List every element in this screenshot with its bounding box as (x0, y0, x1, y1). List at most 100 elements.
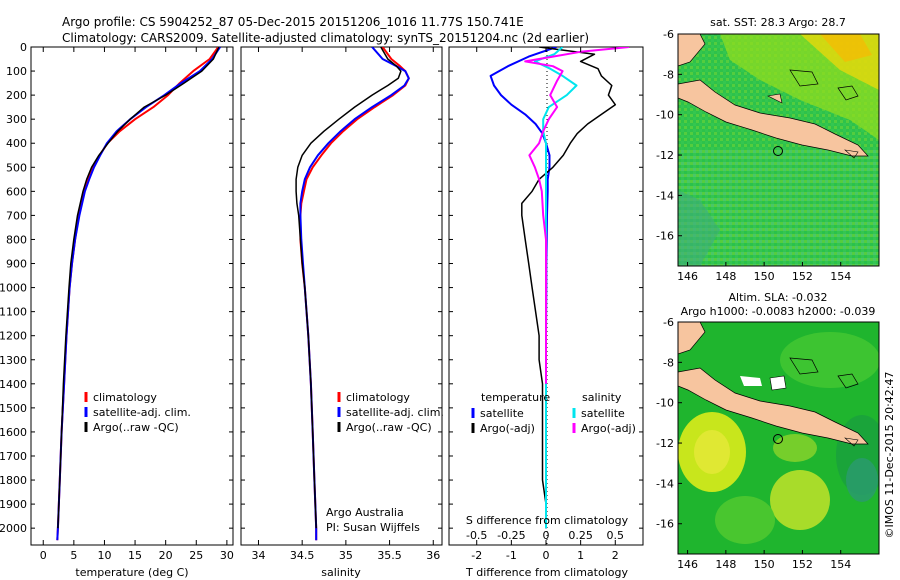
sst-map-lat-tick-label: -10 (656, 109, 674, 122)
salt-argo-diff-line (524, 47, 630, 384)
island-outline (789, 69, 819, 87)
temperature-x-tick-label: 10 (97, 549, 111, 562)
salinity-x-tick-label: 35.5 (377, 549, 402, 562)
sla-map-lon-tick-label: 150 (754, 558, 775, 571)
t-difference-xlabel: T difference from climatology (465, 566, 628, 579)
depth-tick-label: 200 (6, 89, 27, 102)
depth-tick-label: 1300 (0, 354, 27, 367)
s-difference-label: S difference from climatology (466, 514, 629, 527)
sst-map-lat-tick-label: -14 (656, 189, 674, 202)
legend-label: satellite-adj. clim. (346, 406, 444, 419)
depth-tick-label: 1600 (0, 426, 27, 439)
island-outline (837, 85, 859, 101)
sdiff-tick-label: -0.25 (497, 529, 525, 542)
sst-map-lon-tick-label: 148 (715, 270, 736, 283)
depth-tick-label: 2000 (0, 522, 27, 535)
tdiff-x-tick-label: 0 (543, 549, 550, 562)
sla-map-lat-tick-label: -14 (656, 477, 674, 490)
temperature-x-tick-label: 0 (40, 549, 47, 562)
depth-tick-label: 900 (6, 258, 27, 271)
island-outline (789, 357, 819, 375)
island (769, 375, 787, 391)
salinity-panel: 34 34.5 35 35.5 36 salinity climatology satel… (240, 46, 444, 579)
annotation-argo-australia: Argo Australia (326, 506, 404, 519)
sdiff-tick-label: 0.25 (568, 529, 593, 542)
annotation-pi-name: PI: Susan Wijffels (326, 521, 420, 534)
sst-map-lat-tick-label: -16 (656, 230, 674, 243)
depth-tick-label: 400 (6, 137, 27, 150)
sla-map-lat-tick-label: -10 (656, 397, 674, 410)
temperature-x-tick-label: 25 (189, 549, 203, 562)
tdiff-x-tick-label: -1 (506, 549, 517, 562)
sla-map-lat-tick-label: -8 (663, 356, 674, 369)
depth-tick-label: 300 (6, 113, 27, 126)
sst-map-lat-tick-label: -6 (663, 28, 674, 41)
salinity-x-tick-label: 36 (426, 549, 440, 562)
legend-label: climatology (346, 391, 410, 404)
sst-map-title: sat. SST: 28.3 Argo: 28.7 (710, 16, 846, 29)
sla-high-core (694, 430, 730, 474)
header-subtitle: Climatology: CARS2009. Satellite-adjuste… (62, 31, 589, 45)
depth-tick-label: 1000 (0, 282, 27, 295)
sla-map-lat-tick-label: -6 (663, 316, 674, 329)
sst-map-lon-tick-label: 154 (830, 270, 851, 283)
salinity-xlabel: salinity (321, 566, 361, 579)
depth-tick-label: 1200 (0, 330, 27, 343)
island (767, 93, 783, 104)
sla-map-lat-tick-label: -16 (656, 518, 674, 531)
temperature-panel: 0 5 10 15 20 25 300100200300400500600700800900… (0, 41, 234, 579)
depth-tick-label: 1500 (0, 402, 27, 415)
sst-map-lat-tick-label: -8 (663, 68, 674, 81)
sst-cool-texture (678, 150, 879, 266)
legend-label: Argo(..raw -QC) (93, 421, 179, 434)
legend-label: Argo(-adj) (480, 422, 535, 435)
sla-map-lat-tick-label: -12 (656, 437, 674, 450)
depth-tick-label: 100 (6, 65, 27, 78)
depth-tick-label: 1400 (0, 378, 27, 391)
sst-map-lon-tick-label: 146 (677, 270, 698, 283)
depth-tick-label: 800 (6, 233, 27, 246)
temp-argo-diff-line (521, 47, 617, 529)
land-northwest (678, 34, 706, 67)
island-outline (844, 149, 859, 159)
no-data-patch (740, 376, 762, 386)
sdiff-tick-label: 0.5 (607, 529, 625, 542)
tdiff-x-tick-label: 2 (612, 549, 619, 562)
legend-label: satellite-adj. clim. (93, 406, 191, 419)
sla-map-subtitle: Argo h1000: -0.0083 h2000: -0.039 (681, 305, 876, 318)
temperature-xlabel: temperature (deg C) (75, 566, 188, 579)
tdiff-x-tick-label: 1 (577, 549, 584, 562)
legend-header-temperature: temperature (481, 391, 550, 404)
sla-map-lon-tick-label: 146 (677, 558, 698, 571)
temperature-x-tick-label: 20 (159, 549, 173, 562)
legend-label: satellite (581, 407, 625, 420)
depth-tick-label: 1100 (0, 306, 27, 319)
sla-map-lon-tick-label: 154 (830, 558, 851, 571)
legend-label: Argo(..raw -QC) (346, 421, 432, 434)
sst-map-frame (677, 33, 880, 267)
tdiff-x-tick-label: -2 (471, 549, 482, 562)
new-guinea-land (678, 79, 869, 157)
salinity-x-tick-label: 34 (251, 549, 265, 562)
depth-tick-label: 1700 (0, 450, 27, 463)
sla-blob (715, 496, 775, 544)
legend-header-salinity: salinity (582, 391, 622, 404)
sla-blob (773, 434, 817, 462)
sla-low-core (846, 458, 878, 502)
depth-tick-label: 500 (6, 161, 27, 174)
argo-profile-line (295, 47, 402, 529)
sst-map: sat. SST: 28.3 Argo: 28.7 146 148 150 152 15… (656, 16, 880, 283)
temperature-x-tick-label: 5 (70, 549, 77, 562)
sst-hottest-region (820, 34, 872, 62)
argo-profile-line (57, 47, 220, 529)
sla-map: Altim. SLA: -0.032 Argo h1000: -0.0083 h… (656, 291, 880, 571)
sla-high-blob (770, 470, 830, 530)
argo-float-marker (773, 146, 783, 156)
sst-map-lon-tick-label: 150 (754, 270, 775, 283)
depth-tick-label: 600 (6, 185, 27, 198)
sla-blob (780, 332, 879, 388)
depth-tick-label: 1800 (0, 474, 27, 487)
sla-map-lon-tick-label: 148 (715, 558, 736, 571)
island-outline (844, 437, 859, 447)
